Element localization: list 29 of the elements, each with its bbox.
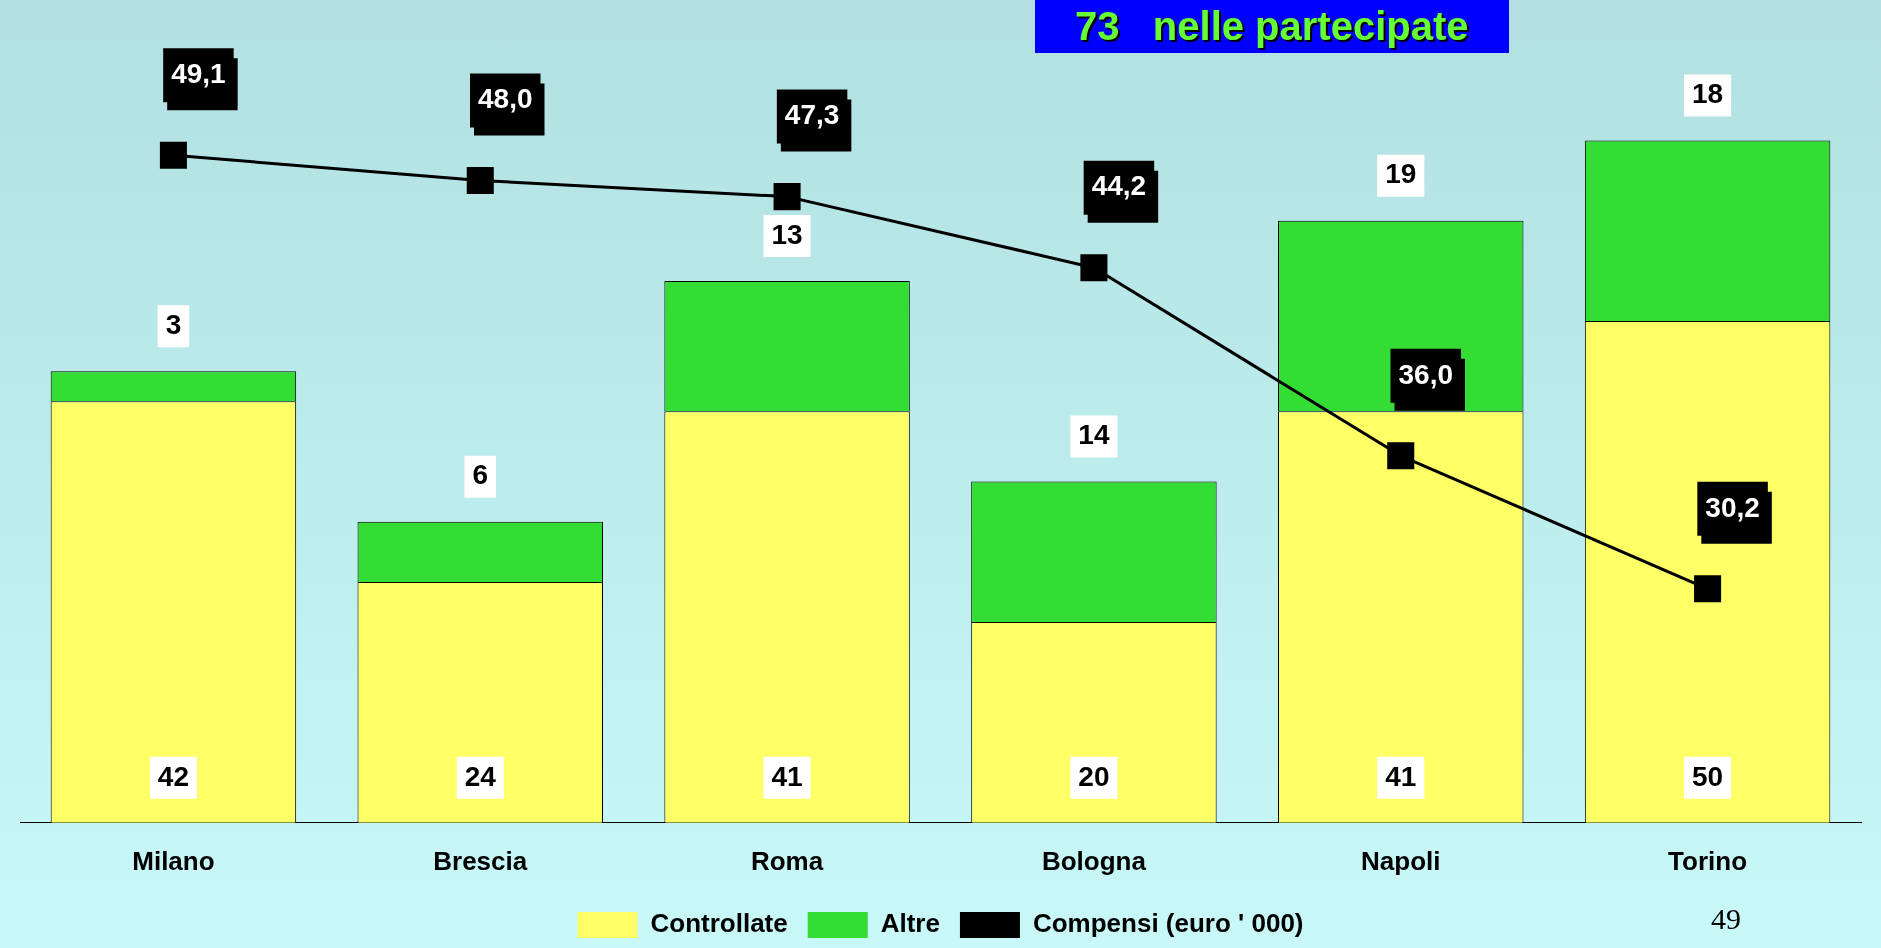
data-label: 13 — [771, 218, 803, 250]
data-label: 18 — [1692, 78, 1724, 110]
data-label: 50 — [1692, 760, 1724, 792]
text: 49 — [1711, 902, 1741, 936]
x-tick-label: Brescia — [433, 845, 528, 876]
x-tick-label: Torino — [1668, 845, 1748, 876]
x-tick-label: Milano — [132, 845, 215, 876]
data-label: 6 — [472, 459, 489, 491]
legend-label: Controllate — [650, 908, 788, 939]
legend-label: Compensi (euro ' 000) — [1032, 908, 1304, 939]
data-label: 3 — [165, 308, 182, 340]
data-label: 24 — [464, 760, 497, 792]
data-label: 44,2 — [1091, 170, 1147, 202]
data-label: 30,2 — [1705, 491, 1760, 523]
data-label: 20 — [1078, 760, 1110, 792]
data-label: 47,3 — [784, 99, 840, 131]
data-label: 48,0 — [478, 83, 533, 115]
chart-title: 73 nelle partecipate — [1035, 0, 1509, 53]
data-label: 36,0 — [1398, 358, 1453, 390]
data-label: 14 — [1078, 419, 1110, 451]
x-tick-label: Roma — [750, 845, 824, 876]
data-label: 42 — [157, 760, 189, 792]
legend-label: Altre — [880, 908, 940, 939]
data-label: 41 — [1385, 760, 1417, 792]
x-tick-label: Bologna — [1041, 845, 1147, 876]
data-label: 49,1 — [171, 58, 226, 90]
data-label: 19 — [1385, 158, 1417, 190]
data-label: 41 — [771, 760, 803, 792]
x-tick-label: Napoli — [1361, 845, 1441, 876]
